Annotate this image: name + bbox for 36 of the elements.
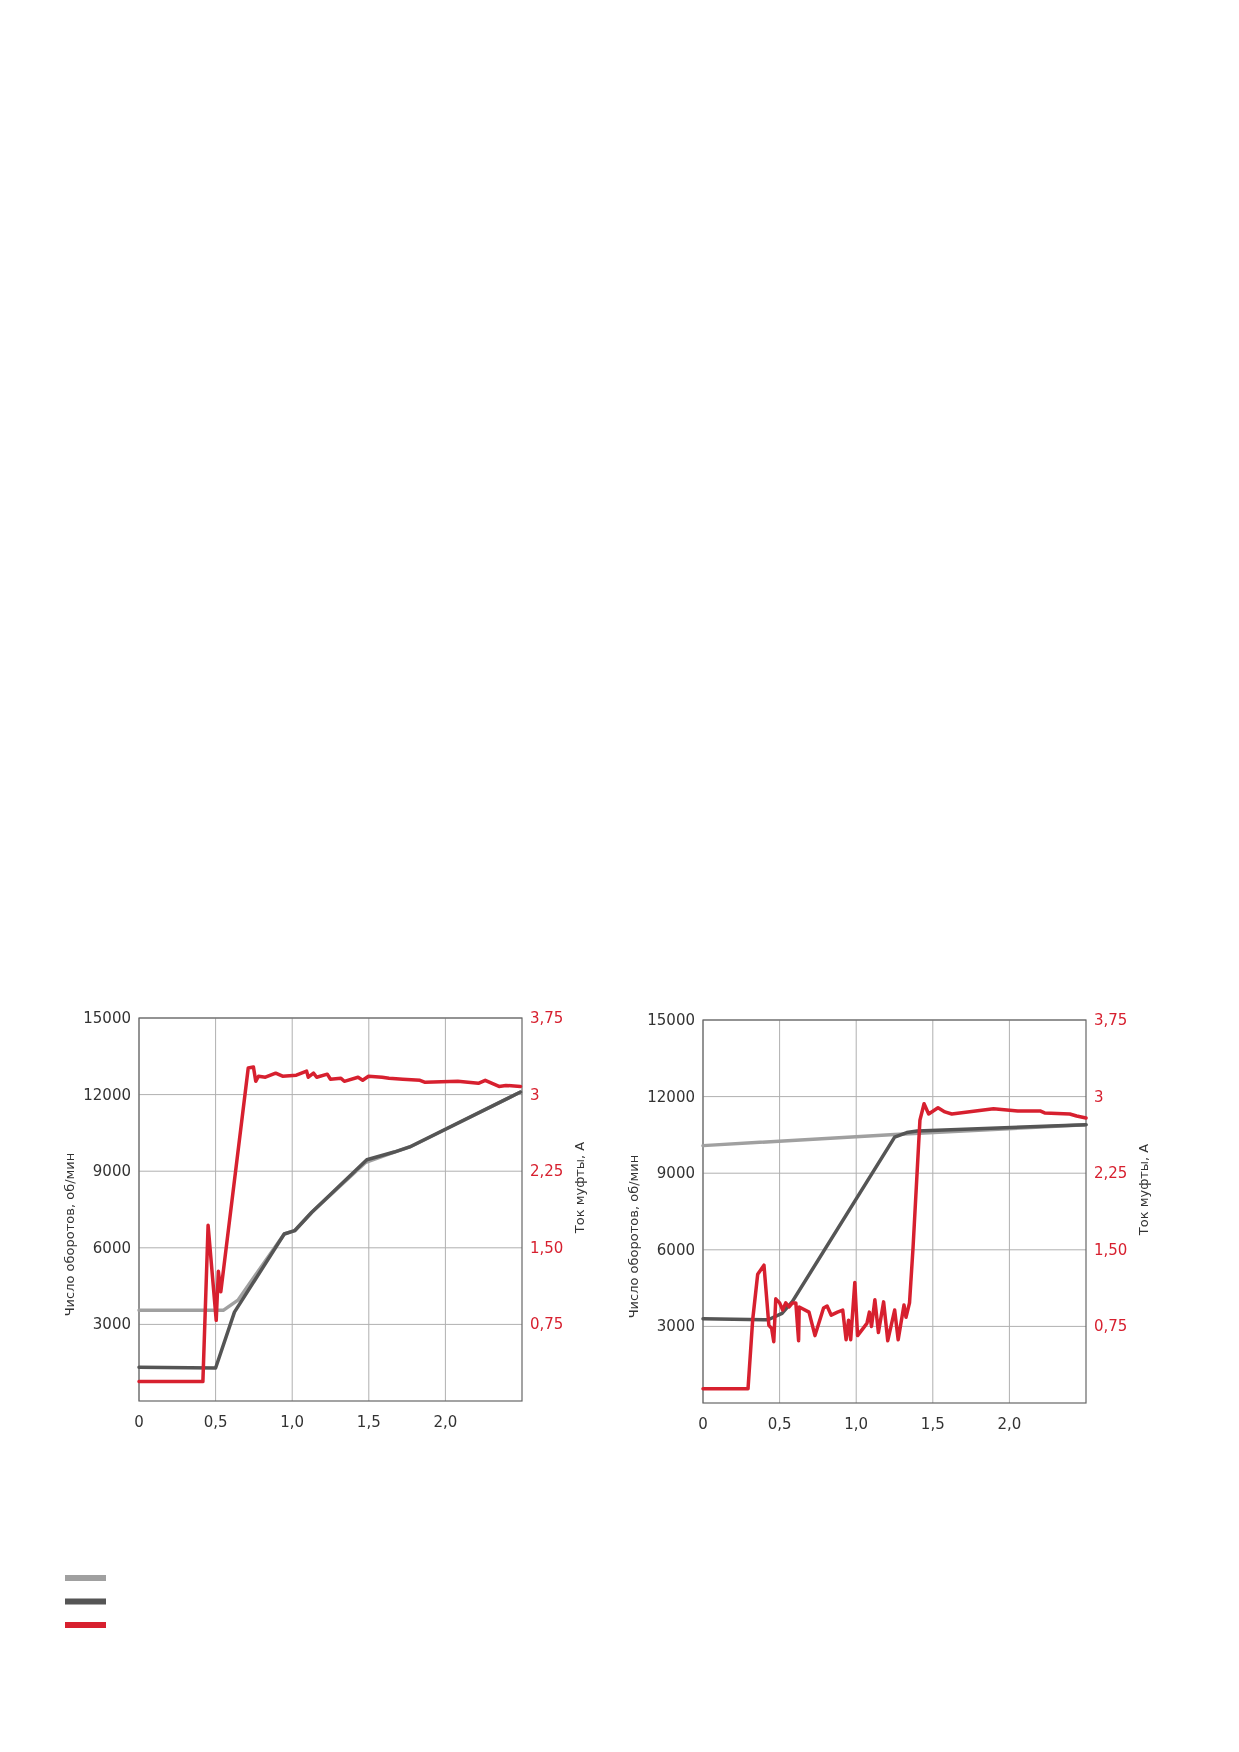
x-tick-label: 1,0 — [280, 1413, 305, 1431]
y-axis-title: Число оборотов, об/мин — [626, 1154, 641, 1319]
y2-tick-label: 0,75 — [530, 1315, 564, 1334]
x-tick-label: 1,5 — [920, 1415, 945, 1433]
y2-tick-label: 2,25 — [530, 1162, 564, 1181]
y2-tick-label: 3,75 — [1094, 1011, 1128, 1029]
y-tick-label: 9000 — [656, 1164, 695, 1183]
x-tick-label: 2,0 — [997, 1415, 1022, 1433]
y2-tick-label: 2,25 — [1094, 1164, 1128, 1183]
y2-axis-title: Ток муфты, А — [572, 1141, 587, 1235]
x-tick-label: 1,5 — [356, 1413, 381, 1431]
y-tick-label: 3000 — [92, 1315, 131, 1334]
y-tick-label: 9000 — [92, 1162, 131, 1181]
y2-tick-label: 3,75 — [530, 1009, 564, 1027]
line-series — [701, 1102, 1088, 1391]
x-tick-label: 0 — [134, 1413, 144, 1431]
y2-tick-label: 3 — [1094, 1087, 1104, 1106]
y2-axis-title: Ток муфты, А — [1136, 1143, 1151, 1237]
y-tick-label: 12000 — [83, 1085, 131, 1104]
y2-tick-label: 3 — [530, 1085, 540, 1104]
y-axis-title: Число оборотов, об/мин — [62, 1152, 77, 1317]
y2-tick-label: 1,50 — [1094, 1240, 1128, 1259]
x-tick-label: 0 — [698, 1415, 708, 1433]
y-tick-label: 6000 — [656, 1240, 695, 1259]
x-tick-label: 2,0 — [433, 1413, 458, 1431]
y-tick-label: 6000 — [92, 1238, 131, 1257]
y-tick-label: 15000 — [647, 1011, 695, 1029]
x-tick-label: 0,5 — [203, 1413, 228, 1431]
x-tick-label: 0,5 — [767, 1415, 792, 1433]
y2-tick-label: 0,75 — [1094, 1317, 1128, 1336]
line-series — [701, 1122, 1088, 1322]
x-tick-label: 1,0 — [844, 1415, 869, 1433]
y-tick-label: 15000 — [83, 1009, 131, 1027]
y-tick-label: 12000 — [647, 1087, 695, 1106]
y-tick-label: 3000 — [656, 1317, 695, 1336]
y2-tick-label: 1,50 — [530, 1238, 564, 1257]
